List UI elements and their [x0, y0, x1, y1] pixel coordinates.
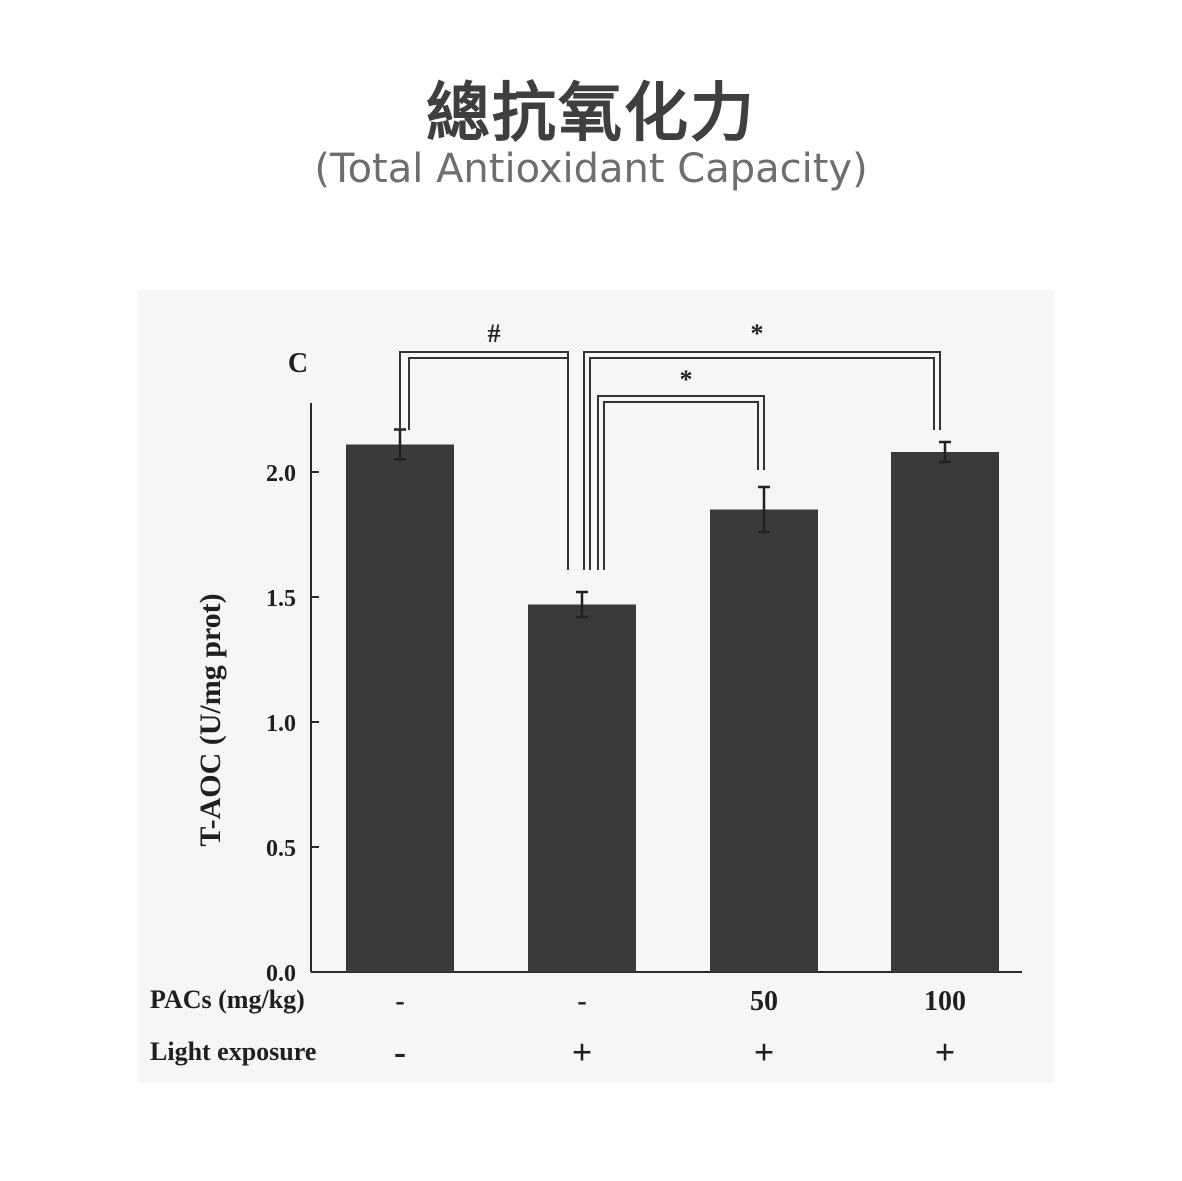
light-exposure-label: +	[754, 1032, 775, 1072]
pacs-dose-label: 50	[750, 986, 778, 1017]
title-english: (Total Antioxidant Capacity)	[314, 146, 868, 192]
significance-bracket	[583, 351, 941, 570]
bar	[710, 509, 818, 972]
significance-label: *	[680, 365, 693, 394]
panel-label: C	[288, 348, 308, 379]
row-label-pacs: PACs (mg/kg)	[150, 985, 305, 1014]
significance-bracket	[603, 401, 759, 570]
pacs-dose-label: 100	[924, 986, 966, 1017]
title-chinese: 總抗氧化力	[426, 77, 756, 151]
significance-bracket	[589, 357, 935, 570]
pacs-dose-label: -	[395, 986, 404, 1017]
y-axis-label: T-AOC (U/mg prot)	[194, 593, 227, 846]
light-exposure-label: +	[935, 1032, 956, 1072]
light-exposure-label: +	[572, 1032, 593, 1072]
y-tick-label: 1.0	[266, 711, 296, 737]
significance-label: *	[751, 319, 764, 348]
significance-bracket	[597, 395, 765, 570]
significance-bracket	[408, 357, 569, 570]
y-tick-label: 0.5	[266, 836, 296, 862]
light-exposure-label: -	[394, 1032, 406, 1072]
significance-label: #	[488, 319, 501, 348]
bar	[346, 444, 454, 972]
y-tick-label: 2.0	[266, 461, 296, 487]
pacs-dose-label: -	[577, 986, 586, 1017]
row-label-light: Light exposure	[150, 1037, 316, 1066]
y-tick-label: 1.5	[266, 586, 296, 612]
bar	[891, 452, 999, 972]
bar	[528, 604, 636, 972]
y-tick-label: 0.0	[266, 961, 296, 987]
